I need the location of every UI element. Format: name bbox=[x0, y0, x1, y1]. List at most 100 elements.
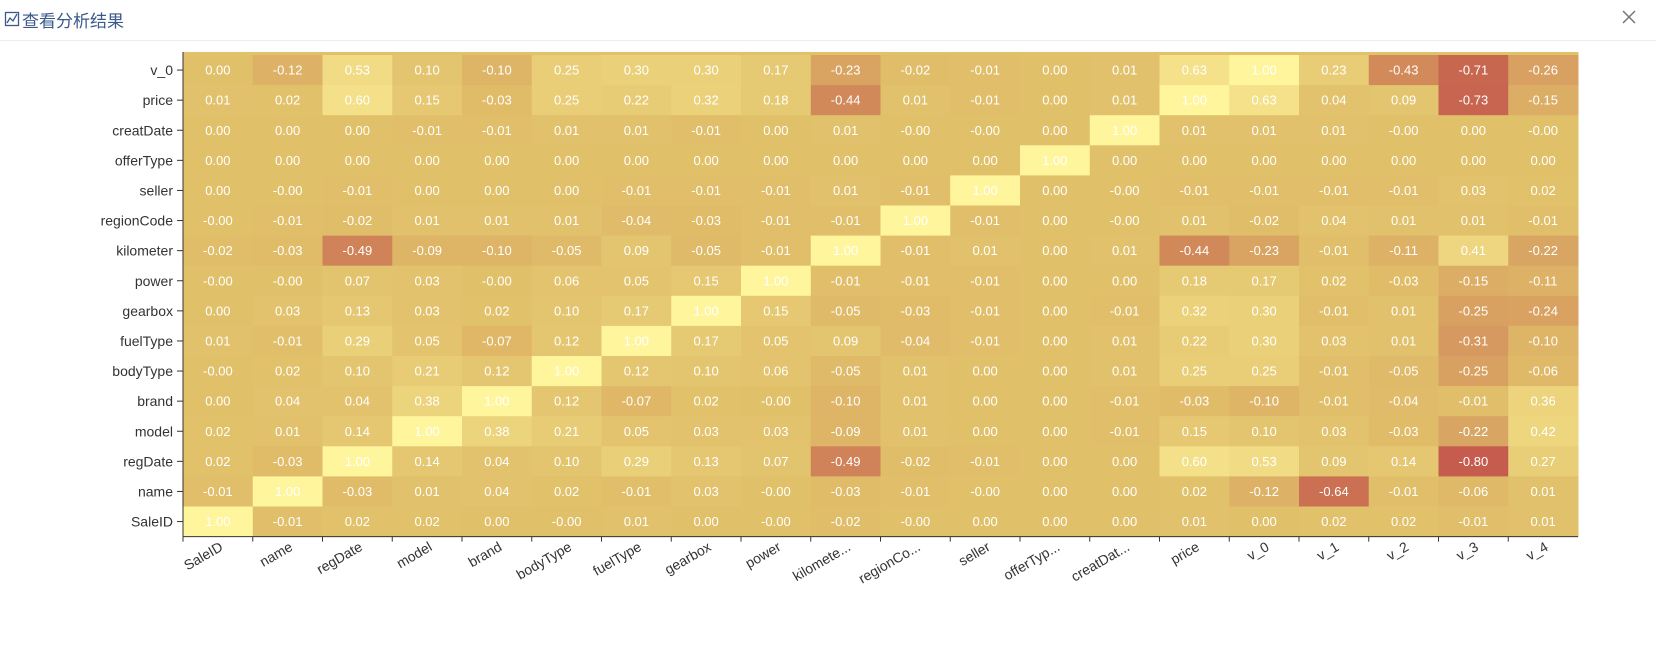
cell-value-label: 0.12 bbox=[554, 394, 579, 409]
heatmap-cell bbox=[1438, 55, 1509, 86]
heatmap-cell bbox=[1299, 506, 1370, 538]
heatmap-cell bbox=[392, 205, 463, 237]
cell-value-label: -0.07 bbox=[482, 333, 512, 348]
heatmap-cell bbox=[1229, 235, 1300, 267]
heatmap-cell bbox=[671, 265, 742, 297]
cell-value-label: -0.00 bbox=[970, 484, 1000, 499]
cell-value-label: 0.01 bbox=[903, 93, 928, 108]
heatmap-cell bbox=[1438, 416, 1509, 447]
heatmap-cell bbox=[1438, 356, 1509, 387]
heatmap-cell bbox=[1299, 386, 1370, 417]
heatmap-cell bbox=[1159, 175, 1230, 206]
close-button[interactable] bbox=[1618, 6, 1640, 28]
heatmap-cell bbox=[462, 506, 533, 538]
cell-value-label: 0.00 bbox=[1042, 243, 1067, 258]
cell-value-label: 0.00 bbox=[693, 153, 718, 168]
heatmap-cell bbox=[950, 55, 1021, 86]
cell-value-label: 0.00 bbox=[205, 183, 230, 198]
heatmap-cell bbox=[671, 325, 742, 357]
cell-value-label: 0.00 bbox=[1042, 93, 1067, 108]
cell-value-label: 1.00 bbox=[345, 454, 370, 469]
heatmap-cell bbox=[183, 386, 254, 417]
cell-value-label: 0.60 bbox=[345, 93, 370, 108]
heatmap-cell bbox=[880, 175, 951, 206]
heatmap-cell bbox=[252, 205, 323, 237]
cell-value-label: -0.01 bbox=[970, 303, 1000, 318]
heatmap-row: -0.02 -0.03 -0.49 -0.09 -0.10 -0.05 0.09 -0.05 -… bbox=[183, 235, 1579, 267]
cell-value-label: -0.01 bbox=[1110, 394, 1140, 409]
cell-value-label: 0.00 bbox=[1042, 484, 1067, 499]
heatmap-cell bbox=[1229, 446, 1300, 477]
cell-value-label: 0.01 bbox=[1182, 213, 1207, 228]
heatmap-cell bbox=[322, 265, 393, 297]
cell-value-label: 0.06 bbox=[554, 273, 579, 288]
cell-value-label: 0.00 bbox=[275, 153, 300, 168]
cell-value-label: 0.22 bbox=[1182, 333, 1207, 348]
heatmap-cell bbox=[531, 145, 602, 176]
heatmap-cell bbox=[462, 446, 533, 477]
cell-value-label: 0.02 bbox=[1321, 514, 1346, 529]
x-tick-label: v_1 bbox=[1314, 538, 1342, 563]
cell-value-label: -0.22 bbox=[1528, 243, 1558, 258]
heatmap-cell bbox=[531, 356, 602, 387]
close-icon[interactable] bbox=[1618, 6, 1640, 28]
cell-value-label: -0.26 bbox=[1528, 63, 1558, 78]
heatmap-cell bbox=[1229, 356, 1300, 387]
cell-value-label: -0.03 bbox=[1180, 394, 1210, 409]
heatmap-cell bbox=[1368, 85, 1439, 116]
heatmap-cell bbox=[1089, 235, 1160, 267]
cell-value-label: 1.00 bbox=[484, 394, 509, 409]
cell-value-label: 0.00 bbox=[345, 153, 370, 168]
cell-value-label: 1.00 bbox=[205, 514, 230, 529]
heatmap-cell bbox=[252, 85, 323, 116]
cell-value-label: -0.06 bbox=[1459, 484, 1489, 499]
cell-value-label: 0.00 bbox=[1042, 213, 1067, 228]
heatmap-cell bbox=[741, 205, 812, 237]
heatmap-cell bbox=[1299, 325, 1370, 357]
heatmap-cell bbox=[1508, 55, 1579, 86]
heatmap-row: 0.00 0.00 0.00 -0.01 -0.01 0.01 0.01 -0.01 0.00 0… bbox=[183, 115, 1579, 146]
cell-value-label: -0.01 bbox=[901, 243, 931, 258]
heatmap-cell bbox=[671, 476, 742, 507]
heatmap-cell bbox=[1159, 85, 1230, 116]
heatmap-cell bbox=[671, 205, 742, 237]
cell-value-label: -0.01 bbox=[273, 213, 303, 228]
cell-value-label: 0.01 bbox=[1391, 213, 1416, 228]
heatmap-cell bbox=[531, 446, 602, 477]
heatmap-cell bbox=[183, 175, 254, 206]
heatmap-cell bbox=[880, 416, 951, 447]
heatmap-cell bbox=[531, 476, 602, 507]
heatmap-cell bbox=[671, 386, 742, 417]
heatmap-cell bbox=[810, 416, 881, 447]
cell-value-label: 0.00 bbox=[205, 63, 230, 78]
heatmap-cell bbox=[392, 506, 463, 538]
heatmap-cell bbox=[462, 325, 533, 357]
cell-value-label: -0.00 bbox=[273, 273, 303, 288]
heatmap-cell bbox=[1368, 476, 1439, 507]
heatmap-cell bbox=[322, 145, 393, 176]
heatmap-cell bbox=[462, 55, 533, 86]
cell-value-label: 0.10 bbox=[345, 364, 370, 379]
heatmap-cell bbox=[741, 325, 812, 357]
cell-value-label: 0.00 bbox=[1042, 183, 1067, 198]
heatmap-cell bbox=[1020, 85, 1091, 116]
cell-value-label: 0.00 bbox=[554, 153, 579, 168]
cell-value-label: 0.38 bbox=[484, 424, 509, 439]
y-tick-label: regDate bbox=[123, 453, 173, 469]
cell-value-label: 0.00 bbox=[972, 394, 997, 409]
heatmap-cell bbox=[1089, 476, 1160, 507]
heatmap-cell bbox=[1368, 145, 1439, 176]
heatmap-cell bbox=[1159, 476, 1230, 507]
heatmap-cell bbox=[1508, 416, 1579, 447]
y-tick-label: name bbox=[138, 483, 173, 499]
cell-value-label: 1.00 bbox=[1182, 93, 1207, 108]
cell-value-label: 1.00 bbox=[833, 243, 858, 258]
heatmap-cell bbox=[671, 115, 742, 146]
cell-value-label: -0.01 bbox=[831, 273, 861, 288]
cell-value-label: 0.01 bbox=[1251, 123, 1276, 138]
cell-value-label: 0.00 bbox=[1530, 153, 1555, 168]
heatmap-cell bbox=[531, 386, 602, 417]
cell-value-label: -0.01 bbox=[761, 183, 791, 198]
heatmap-cell bbox=[880, 325, 951, 357]
heatmap-cell bbox=[392, 55, 463, 86]
